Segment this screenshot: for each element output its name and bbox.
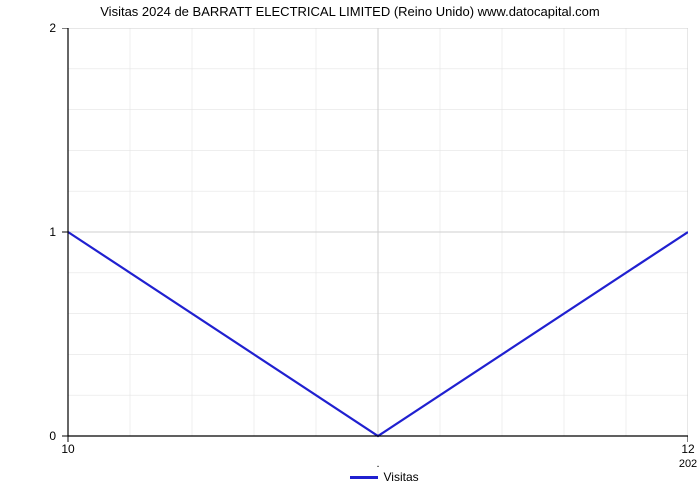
x-mid-dot: . <box>376 458 379 470</box>
legend-label: Visitas <box>384 470 419 484</box>
x-sub-label: 202 <box>679 458 697 470</box>
visits-chart: Visitas 2024 de BARRATT ELECTRICAL LIMIT… <box>0 0 700 500</box>
x-tick-label: 12 <box>681 442 694 456</box>
legend-swatch <box>350 476 378 479</box>
y-tick-label: 0 <box>0 429 56 443</box>
legend: Visitas <box>350 470 419 484</box>
plot-svg <box>62 28 688 444</box>
y-tick-label: 2 <box>0 21 56 35</box>
x-tick-label: 10 <box>61 442 74 456</box>
plot-area <box>68 28 688 436</box>
chart-title: Visitas 2024 de BARRATT ELECTRICAL LIMIT… <box>0 4 700 19</box>
y-tick-label: 1 <box>0 225 56 239</box>
